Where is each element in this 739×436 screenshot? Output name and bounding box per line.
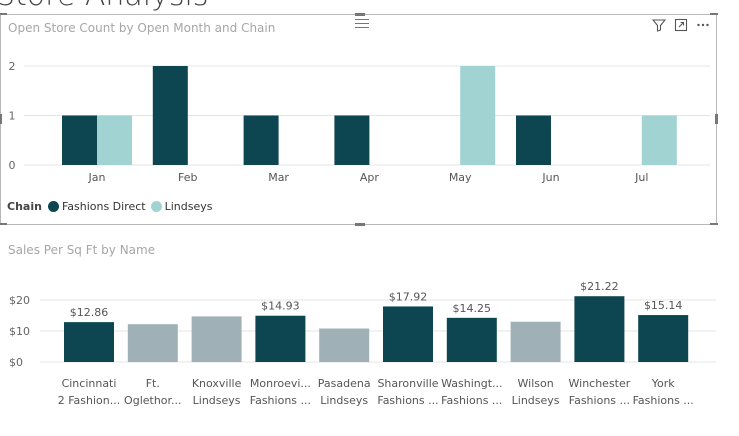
x-tick-label-line2: Fashions ... (250, 394, 311, 407)
resize-handle-top-left[interactable] (0, 13, 7, 15)
data-label: $14.25 (453, 302, 492, 315)
x-tick-label-line1: Washingt... (441, 377, 502, 390)
bar (64, 322, 114, 362)
open-store-count-visual[interactable] (0, 14, 717, 225)
legend-dot (47, 201, 59, 212)
x-tick-label-line2: 2 Fashion... (58, 394, 121, 407)
more-options-icon[interactable] (696, 18, 710, 32)
legend-item-lindseys[interactable]: Lindseys (150, 200, 213, 213)
x-tick-label-line1: Sharonville (377, 377, 438, 390)
chart-legend: Chain Fashions Direct Lindseys (7, 200, 218, 213)
x-tick-label-line2: Lindseys (320, 394, 368, 407)
x-tick-label-line1: Winchester (569, 377, 631, 390)
legend-label: Fashions Direct (61, 200, 146, 213)
data-label: $17.92 (389, 290, 428, 303)
visual2-title: Sales Per Sq Ft by Name (8, 243, 156, 257)
x-tick-label-line2: Fashions ... (633, 394, 694, 407)
legend-item-fashions-direct[interactable]: Fashions Direct (47, 200, 146, 213)
resize-handle-top[interactable] (355, 13, 365, 16)
bar (191, 316, 242, 362)
bar (127, 324, 178, 362)
bar (510, 321, 561, 362)
resize-handle-bottom-right[interactable] (710, 223, 718, 225)
data-label: $21.22 (580, 280, 619, 293)
bar (383, 306, 433, 362)
y-tick-label: $10 (9, 325, 30, 338)
page-title: Store Analysis (0, 0, 208, 13)
x-tick-label-line1: Knoxville (192, 377, 242, 390)
resize-handle-bottom-left[interactable] (0, 223, 7, 225)
x-tick-label-line1: Pasadena (318, 377, 371, 390)
bar (255, 315, 306, 362)
filter-icon[interactable] (652, 18, 666, 32)
x-tick-label-line1: Wilson (518, 377, 554, 390)
resize-handle-left[interactable] (0, 114, 2, 124)
x-tick-label-line2: Fashions ... (441, 394, 502, 407)
bar (446, 317, 497, 362)
data-label: $12.86 (70, 306, 109, 319)
visual1-title: Open Store Count by Open Month and Chain (8, 21, 276, 35)
legend-label: Lindseys (164, 200, 213, 213)
x-tick-label-line2: Fashions ... (377, 394, 438, 407)
drag-grip-icon[interactable] (355, 19, 369, 28)
x-tick-label-line1: Ft. (146, 377, 160, 390)
bar (574, 296, 625, 362)
data-label: $15.14 (644, 299, 683, 312)
x-tick-label-line1: Monroevi... (250, 377, 311, 390)
visual-toolbar (652, 18, 710, 32)
legend-dot (150, 201, 162, 212)
resize-handle-bottom[interactable] (355, 223, 365, 226)
y-tick-label: $0 (9, 356, 23, 369)
x-tick-label-line1: York (651, 377, 676, 390)
legend-title: Chain (7, 200, 42, 213)
x-tick-label-line2: Lindseys (193, 394, 241, 407)
resize-handle-right[interactable] (715, 114, 718, 124)
x-tick-label-line1: Cincinnati (62, 377, 117, 390)
x-tick-label-line2: Oglethor... (124, 394, 181, 407)
focus-mode-icon[interactable] (674, 18, 688, 32)
y-tick-label: $20 (9, 294, 30, 307)
x-tick-label-line2: Fashions ... (569, 394, 630, 407)
bar (319, 328, 370, 362)
x-tick-label-line2: Lindseys (512, 394, 560, 407)
bar (638, 315, 689, 362)
resize-handle-top-right[interactable] (710, 13, 718, 15)
data-label: $14.93 (261, 300, 300, 313)
